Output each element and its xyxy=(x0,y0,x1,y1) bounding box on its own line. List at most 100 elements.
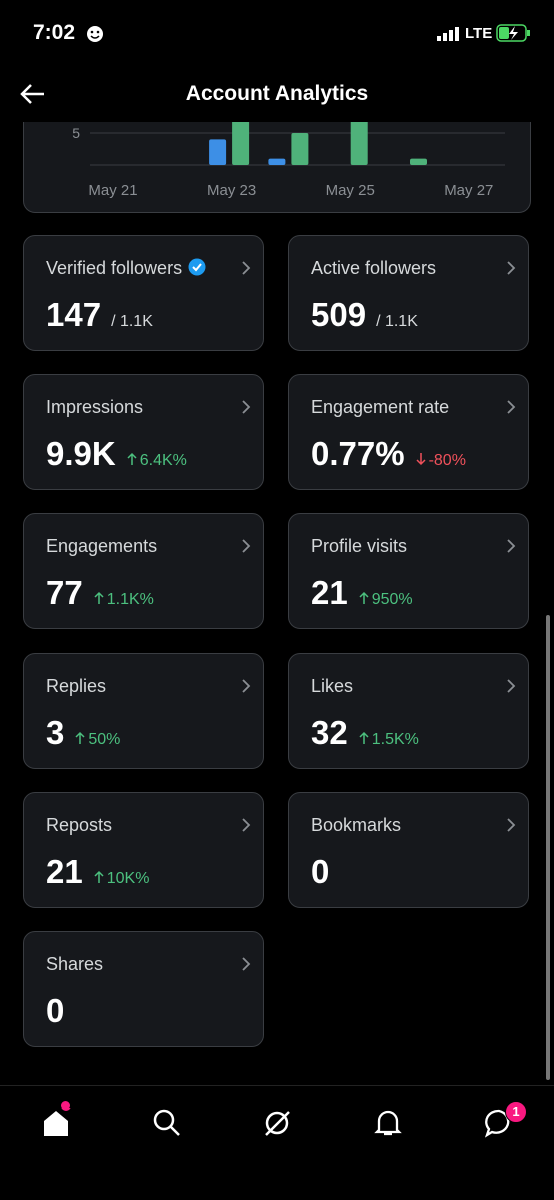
chevron xyxy=(507,261,516,275)
chevron xyxy=(242,539,251,554)
chevron xyxy=(242,261,251,275)
y-tick-label: 5 xyxy=(72,125,80,141)
chevron xyxy=(507,539,516,554)
network: LTE xyxy=(465,25,493,42)
change-text: -80% xyxy=(428,452,466,470)
change-text: 10K% xyxy=(106,869,150,887)
metric-number: 0 xyxy=(46,992,65,1029)
chevron xyxy=(507,818,516,832)
bottom-nav: 1 xyxy=(0,1085,554,1200)
bar xyxy=(268,158,286,165)
metric-value: 0 xyxy=(311,853,329,891)
metric-label: Active followers xyxy=(311,258,437,278)
metric-number: 3 xyxy=(46,713,65,751)
metric-card[interactable]: Profile visits 21 950% xyxy=(288,513,529,630)
metric-label: Profile visits xyxy=(311,536,408,557)
home-tab[interactable] xyxy=(41,1108,71,1138)
metric-card[interactable]: Replies 3 50% xyxy=(23,652,264,769)
bar xyxy=(350,113,368,165)
back-button[interactable] xyxy=(20,83,46,105)
metric-number: 0.77% xyxy=(311,435,405,473)
bar xyxy=(291,133,309,165)
metric-label: Reposts xyxy=(46,814,113,835)
metric-card[interactable]: Engagement rate 0.77% -80% xyxy=(288,374,529,491)
metric-change: 950% xyxy=(358,591,413,608)
change-arrow xyxy=(75,731,85,744)
metric-card[interactable]: Active followers 509 / 1.1K xyxy=(288,235,529,351)
metric-label: Impressions xyxy=(46,397,144,418)
metric-value: 21 950% xyxy=(311,574,413,612)
metric-value: 509 / 1.1K xyxy=(311,296,418,334)
bar xyxy=(209,139,227,165)
metric-change: 1.1K% xyxy=(93,591,154,608)
metric-total: / 1.1K xyxy=(376,313,418,330)
metric-change: 10K% xyxy=(93,869,150,887)
metric-number: 0 xyxy=(311,852,330,890)
change-text: 950% xyxy=(371,591,413,609)
metric-card[interactable]: Likes 32 1.5K% xyxy=(288,652,529,769)
chart: 5 May 21 May 23 May 25 May 27 xyxy=(72,113,505,199)
grok-tab[interactable] xyxy=(262,1108,292,1138)
change-text: 50% xyxy=(88,730,121,748)
metric-number: 77 xyxy=(46,574,83,612)
search-tab[interactable] xyxy=(152,1108,182,1138)
metric-number: 21 xyxy=(311,574,348,612)
chevron xyxy=(242,957,251,971)
metric-value: 32 1.5K% xyxy=(311,714,419,752)
scrollbar xyxy=(546,615,550,1080)
metric-total: / 1.1K xyxy=(111,313,153,330)
metric-card[interactable]: Impressions 9.9K 6.4K% xyxy=(23,374,264,491)
metric-value: 3 50% xyxy=(46,714,120,752)
change-text: 6.4K% xyxy=(139,452,187,470)
metric-card[interactable]: Reposts 21 10K% xyxy=(23,791,264,908)
metric-number: 32 xyxy=(311,713,348,751)
change-text: 1.1K% xyxy=(106,591,154,609)
notifications-tab[interactable] xyxy=(373,1108,403,1138)
time: 7:02 xyxy=(33,21,76,44)
metric-value: 77 1.1K% xyxy=(46,574,154,612)
metric-card[interactable]: Bookmarks 0 xyxy=(288,791,529,908)
chevron xyxy=(242,818,251,832)
metric-change: 1.5K% xyxy=(358,731,419,748)
signal xyxy=(437,27,459,41)
chevron xyxy=(507,400,516,414)
metric-label: Verified followers xyxy=(46,258,206,279)
metric-value: 9.9K 6.4K% xyxy=(46,435,187,473)
message-badge: 1 xyxy=(505,1101,527,1123)
page-title: Account Analytics xyxy=(185,82,369,105)
metric-card[interactable]: Shares 0 xyxy=(23,931,264,1047)
metric-label: Bookmarks xyxy=(311,814,402,835)
metric-value: 147 / 1.1K xyxy=(46,296,153,334)
x-tick-label: May 25 xyxy=(326,182,375,199)
change-text: 1.5K% xyxy=(371,730,419,748)
status-emoji xyxy=(87,26,103,42)
metric-card[interactable]: Engagements 77 1.1K% xyxy=(23,513,264,630)
metric-number: 21 xyxy=(46,852,83,890)
chevron xyxy=(242,678,251,693)
change-arrow xyxy=(127,453,137,466)
metric-label: Likes xyxy=(311,675,354,696)
metric-change: -80% xyxy=(415,452,466,469)
verified-badge xyxy=(188,258,206,276)
metric-label: Engagement rate xyxy=(311,397,450,418)
metric-change: 50% xyxy=(74,731,120,748)
metric-value: 0 xyxy=(46,992,64,1030)
metric-label: Engagements xyxy=(46,536,158,557)
metric-card[interactable]: Verified followers 147 / 1.1K xyxy=(23,235,264,351)
change-arrow xyxy=(94,870,104,883)
chevron xyxy=(507,678,516,693)
change-arrow xyxy=(416,453,426,466)
metric-number: 509 xyxy=(311,296,367,333)
change-arrow xyxy=(94,592,104,605)
x-tick-label: May 21 xyxy=(88,182,137,199)
change-arrow xyxy=(359,731,369,744)
metric-label: Replies xyxy=(46,675,107,696)
metric-number: 147 xyxy=(46,296,102,333)
metric-number: 9.9K xyxy=(46,435,116,473)
metric-label: Shares xyxy=(46,954,104,974)
bar xyxy=(410,158,427,165)
change-arrow xyxy=(359,592,369,605)
home-dot xyxy=(61,1101,70,1110)
metric-value: 21 10K% xyxy=(46,853,149,891)
